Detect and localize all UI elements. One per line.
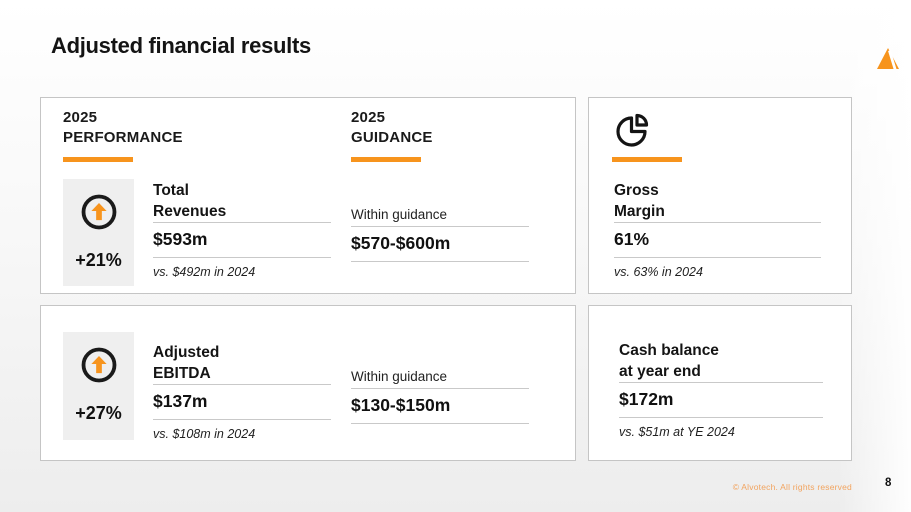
- metric-compare: vs. $492m in 2024: [153, 265, 256, 279]
- divider: [153, 257, 331, 258]
- accent-underline: [612, 157, 682, 162]
- delta-value: +27%: [75, 403, 122, 423]
- divider: [614, 257, 821, 258]
- guidance-header: 2025 GUIDANCE: [351, 109, 433, 146]
- metric-label: Cash balance at year end: [619, 342, 719, 380]
- guidance-status: Within guidance: [351, 207, 448, 222]
- footer-copyright: © Alvotech. All rights reserved: [732, 482, 852, 492]
- arrow-up-circle-icon: [80, 346, 118, 389]
- divider: [619, 382, 823, 383]
- divider: [619, 417, 823, 418]
- delta-box: +27%: [63, 332, 134, 440]
- metric-label: Adjusted EBITDA: [153, 344, 220, 382]
- divider: [351, 388, 529, 389]
- divider: [153, 222, 331, 223]
- metric-compare: vs. $51m at YE 2024: [619, 425, 735, 439]
- page-number: 8: [885, 477, 892, 489]
- metric-block-gross-margin: Gross Margin 61% vs. 63% in 2024: [614, 178, 821, 279]
- divider: [614, 222, 821, 223]
- metric-label: Total Revenues: [153, 182, 227, 220]
- guidance-block-revenues: Within guidance $570-$600m: [351, 178, 529, 262]
- metric-value: $593m: [153, 229, 208, 249]
- metric-compare: vs. 63% in 2024: [614, 265, 703, 279]
- divider: [351, 261, 529, 262]
- metric-block-revenues: Total Revenues $593m vs. $492m in 2024: [153, 178, 331, 279]
- alvotech-logo-icon: [876, 47, 900, 71]
- metric-compare: vs. $108m in 2024: [153, 427, 256, 441]
- delta-value: +21%: [75, 250, 122, 270]
- accent-underline: [63, 157, 133, 162]
- panel-gross-margin: Gross Margin 61% vs. 63% in 2024: [588, 97, 852, 294]
- pie-chart-icon: [611, 111, 651, 156]
- metric-block-ebitda: Adjusted EBITDA $137m vs. $108m in 2024: [153, 334, 331, 441]
- guidance-range: $570-$600m: [351, 233, 451, 253]
- metric-value: $172m: [619, 389, 674, 409]
- guidance-range: $130-$150m: [351, 395, 451, 415]
- guidance-status: Within guidance: [351, 369, 448, 384]
- divider: [351, 423, 529, 424]
- divider: [153, 419, 331, 420]
- panel-cash-balance: Cash balance at year end $172m vs. $51m …: [588, 305, 852, 461]
- slide-title: Adjusted financial results: [51, 33, 311, 58]
- panel-ebitda: +27% Adjusted EBITDA $137m vs. $108m in …: [40, 305, 576, 461]
- divider: [351, 226, 529, 227]
- arrow-up-circle-icon: [80, 193, 118, 236]
- metric-value: 61%: [614, 229, 650, 249]
- divider: [153, 384, 331, 385]
- panel-revenues: 2025 PERFORMANCE 2025 GUIDANCE +21% Tota…: [40, 97, 576, 294]
- guidance-block-ebitda: Within guidance $130-$150m: [351, 334, 529, 424]
- metric-value: $137m: [153, 391, 208, 411]
- metric-block-cash: Cash balance at year end $172m vs. $51m …: [619, 332, 823, 439]
- delta-box: +21%: [63, 179, 134, 286]
- accent-underline: [351, 157, 421, 162]
- metric-label: Gross Margin: [614, 182, 665, 220]
- performance-header: 2025 PERFORMANCE: [63, 109, 183, 146]
